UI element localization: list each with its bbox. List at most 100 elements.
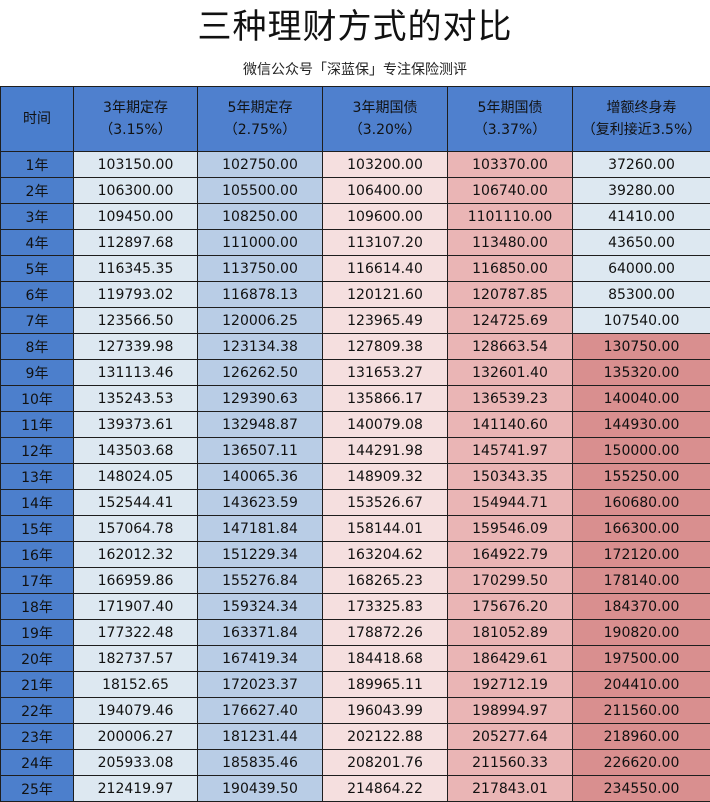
header-label: 5年期国债 xyxy=(448,97,572,119)
cell-insurance: 140040.00 xyxy=(573,386,710,412)
cell-deposit-3yr: 194079.46 xyxy=(74,698,198,724)
cell-bond-5yr: 205277.64 xyxy=(448,724,573,750)
header-insurance: 增额终身寿（复利接近3.5%） xyxy=(573,87,710,152)
cell-bond-3yr: 106400.00 xyxy=(323,178,448,204)
cell-time: 22年 xyxy=(1,698,74,724)
cell-deposit-5yr: 120006.25 xyxy=(198,308,323,334)
comparison-table: 时间 3年期定存（3.15%） 5年期定存（2.75%） 3年期国债（3.20%… xyxy=(0,86,710,802)
cell-time: 13年 xyxy=(1,464,74,490)
cell-bond-5yr: 192712.19 xyxy=(448,672,573,698)
cell-bond-5yr: 154944.71 xyxy=(448,490,573,516)
cell-insurance: 172120.00 xyxy=(573,542,710,568)
cell-bond-3yr: 208201.76 xyxy=(323,750,448,776)
cell-bond-3yr: 158144.01 xyxy=(323,516,448,542)
cell-bond-5yr: 106740.00 xyxy=(448,178,573,204)
cell-time: 8年 xyxy=(1,334,74,360)
cell-bond-3yr: 135866.17 xyxy=(323,386,448,412)
cell-deposit-5yr: 105500.00 xyxy=(198,178,323,204)
cell-insurance: 37260.00 xyxy=(573,152,710,178)
cell-deposit-3yr: 116345.35 xyxy=(74,256,198,282)
cell-time: 6年 xyxy=(1,282,74,308)
page-subtitle: 微信公众号「深蓝保」专注保险测评 xyxy=(0,60,710,80)
cell-bond-5yr: 116850.00 xyxy=(448,256,573,282)
cell-bond-3yr: 184418.68 xyxy=(323,646,448,672)
cell-bond-5yr: 164922.79 xyxy=(448,542,573,568)
cell-bond-5yr: 150343.35 xyxy=(448,464,573,490)
cell-time: 1年 xyxy=(1,152,74,178)
cell-deposit-5yr: 176627.40 xyxy=(198,698,323,724)
cell-deposit-5yr: 147181.84 xyxy=(198,516,323,542)
cell-insurance: 184370.00 xyxy=(573,594,710,620)
cell-time: 3年 xyxy=(1,204,74,230)
cell-time: 21年 xyxy=(1,672,74,698)
cell-deposit-5yr: 159324.34 xyxy=(198,594,323,620)
cell-insurance: 144930.00 xyxy=(573,412,710,438)
cell-time: 15年 xyxy=(1,516,74,542)
header-rate: （2.75%） xyxy=(198,119,322,141)
cell-deposit-3yr: 112897.68 xyxy=(74,230,198,256)
cell-bond-3yr: 103200.00 xyxy=(323,152,448,178)
cell-insurance: 178140.00 xyxy=(573,568,710,594)
cell-bond-5yr: 181052.89 xyxy=(448,620,573,646)
cell-deposit-3yr: 177322.48 xyxy=(74,620,198,646)
cell-insurance: 204410.00 xyxy=(573,672,710,698)
cell-deposit-5yr: 126262.50 xyxy=(198,360,323,386)
cell-bond-3yr: 163204.62 xyxy=(323,542,448,568)
header-label: 5年期定存 xyxy=(198,97,322,119)
cell-deposit-5yr: 151229.34 xyxy=(198,542,323,568)
cell-bond-3yr: 123965.49 xyxy=(323,308,448,334)
cell-deposit-3yr: 171907.40 xyxy=(74,594,198,620)
cell-deposit-5yr: 185835.46 xyxy=(198,750,323,776)
cell-deposit-5yr: 143623.59 xyxy=(198,490,323,516)
cell-deposit-3yr: 205933.08 xyxy=(74,750,198,776)
cell-time: 10年 xyxy=(1,386,74,412)
cell-bond-5yr: 217843.01 xyxy=(448,776,573,802)
header-row: 时间 3年期定存（3.15%） 5年期定存（2.75%） 3年期国债（3.20%… xyxy=(1,87,710,152)
cell-deposit-3yr: 139373.61 xyxy=(74,412,198,438)
header-time-label: 时间 xyxy=(23,111,51,127)
cell-bond-3yr: 214864.22 xyxy=(323,776,448,802)
cell-deposit-5yr: 129390.63 xyxy=(198,386,323,412)
cell-insurance: 190820.00 xyxy=(573,620,710,646)
cell-insurance: 41410.00 xyxy=(573,204,710,230)
cell-time: 9年 xyxy=(1,360,74,386)
cell-bond-3yr: 153526.67 xyxy=(323,490,448,516)
header-deposit-3yr: 3年期定存（3.15%） xyxy=(74,87,198,152)
cell-insurance: 39280.00 xyxy=(573,178,710,204)
cell-time: 17年 xyxy=(1,568,74,594)
cell-deposit-3yr: 123566.50 xyxy=(74,308,198,334)
cell-bond-5yr: 124725.69 xyxy=(448,308,573,334)
cell-deposit-3yr: 106300.00 xyxy=(74,178,198,204)
cell-bond-3yr: 148909.32 xyxy=(323,464,448,490)
cell-bond-5yr: 145741.97 xyxy=(448,438,573,464)
cell-bond-3yr: 120121.60 xyxy=(323,282,448,308)
cell-deposit-3yr: 127339.98 xyxy=(74,334,198,360)
cell-insurance: 150000.00 xyxy=(573,438,710,464)
cell-bond-3yr: 178872.26 xyxy=(323,620,448,646)
cell-bond-5yr: 211560.33 xyxy=(448,750,573,776)
cell-deposit-5yr: 167419.34 xyxy=(198,646,323,672)
cell-insurance: 107540.00 xyxy=(573,308,710,334)
cell-deposit-5yr: 172023.37 xyxy=(198,672,323,698)
cell-insurance: 160680.00 xyxy=(573,490,710,516)
header-deposit-5yr: 5年期定存（2.75%） xyxy=(198,87,323,152)
cell-insurance: 211560.00 xyxy=(573,698,710,724)
table-header: 时间 3年期定存（3.15%） 5年期定存（2.75%） 3年期国债（3.20%… xyxy=(1,87,710,152)
cell-deposit-3yr: 148024.05 xyxy=(74,464,198,490)
cell-bond-5yr: 170299.50 xyxy=(448,568,573,594)
cell-deposit-3yr: 18152.65 xyxy=(74,672,198,698)
